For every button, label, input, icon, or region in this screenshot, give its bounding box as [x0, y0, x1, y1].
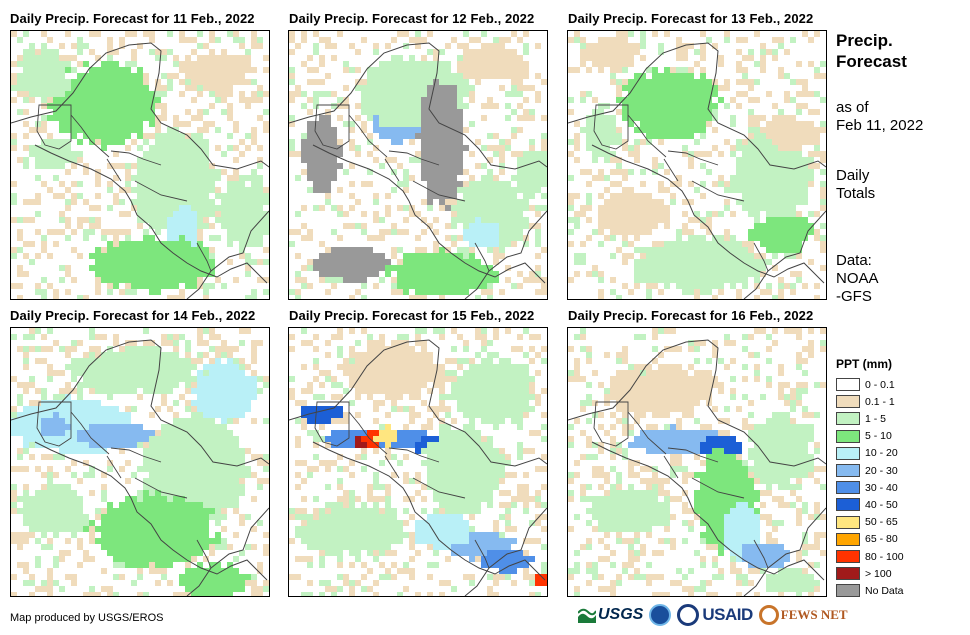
legend-label: 1 - 5 — [865, 412, 887, 425]
legend-swatch — [836, 550, 860, 563]
legend-item: No Data — [836, 583, 904, 598]
map-panel-4 — [10, 327, 270, 597]
map-panel-3 — [567, 30, 827, 300]
forecast-date: Feb 11, 2022 — [836, 117, 924, 134]
legend-label: 50 - 65 — [865, 516, 898, 529]
precip-map-graphic — [568, 31, 826, 299]
legend-swatch — [836, 464, 860, 477]
legend-label: No Data — [865, 584, 904, 597]
usaid-text: USAID — [702, 605, 753, 624]
legend-item: 30 - 40 — [836, 480, 898, 495]
coastline — [568, 42, 826, 299]
legend-item: > 100 — [836, 566, 892, 581]
precip-map-graphic — [11, 31, 269, 299]
panel-title-3: Daily Precip. Forecast for 13 Feb., 2022 — [568, 11, 814, 26]
legend-swatch — [836, 412, 860, 426]
coastline — [289, 339, 547, 596]
legend-swatch — [836, 481, 860, 495]
map-panel-1 — [10, 30, 270, 300]
legend-item: 0 - 0.1 — [836, 377, 895, 392]
map-panel-6 — [567, 327, 827, 597]
legend-item: 5 - 10 — [836, 429, 892, 444]
noaa-seal-icon — [649, 604, 672, 626]
usgs-logo: USGS — [578, 606, 643, 624]
legend-swatch — [836, 567, 860, 581]
daily-totals-label: Daily Totals — [836, 167, 876, 202]
country-borders — [314, 104, 490, 272]
country-borders — [314, 401, 490, 569]
credit-text: Map produced by USGS/EROS — [10, 612, 164, 624]
legend-swatch — [836, 378, 860, 391]
legend-swatch — [836, 446, 860, 460]
precip-map-graphic — [568, 328, 826, 596]
panel-title-2: Daily Precip. Forecast for 12 Feb., 2022 — [289, 11, 535, 26]
legend-item: 0.1 - 1 — [836, 394, 895, 409]
legend-item: 80 - 100 — [836, 549, 904, 564]
map-panel-2 — [288, 30, 548, 300]
legend-item: 10 - 20 — [836, 446, 898, 461]
legend-label: 40 - 50 — [865, 498, 898, 511]
legend-label: 20 - 30 — [865, 464, 898, 477]
legend-label: 80 - 100 — [865, 550, 904, 563]
panel-title-6: Daily Precip. Forecast for 16 Feb., 2022 — [568, 308, 814, 323]
legend-swatch — [836, 395, 860, 409]
agency-logos: USGS USAID FEWS NET — [578, 603, 848, 627]
usgs-text: USGS — [598, 606, 644, 623]
data-source: NOAA-GFS — [836, 270, 879, 305]
coastline — [568, 339, 826, 596]
legend-swatch — [836, 584, 860, 598]
legend-swatch — [836, 515, 860, 529]
legend-swatch — [836, 429, 860, 443]
coastline — [11, 42, 269, 299]
fews-seal-icon — [758, 605, 779, 625]
legend-item: 1 - 5 — [836, 411, 886, 426]
usgs-wave-icon — [578, 608, 596, 623]
country-borders — [36, 401, 212, 569]
legend-item: 40 - 50 — [836, 497, 898, 512]
country-borders — [593, 104, 769, 272]
panel-title-1: Daily Precip. Forecast for 11 Feb., 2022 — [10, 11, 255, 26]
legend-title: PPT (mm) — [836, 357, 893, 371]
sidebar-title: Precip. Forecast — [836, 31, 907, 71]
legend-item: 65 - 80 — [836, 532, 898, 547]
legend-label: 0.1 - 1 — [865, 395, 895, 408]
precip-map-graphic — [289, 328, 547, 596]
country-borders — [593, 401, 769, 569]
usaid-seal-icon — [677, 604, 700, 626]
data-label: Data: — [836, 252, 872, 269]
legend-swatch — [836, 532, 860, 546]
precip-map-graphic — [11, 328, 269, 596]
legend-swatch — [836, 498, 860, 512]
country-borders — [36, 104, 212, 272]
panel-title-5: Daily Precip. Forecast for 15 Feb., 2022 — [289, 308, 535, 323]
coastline — [11, 339, 269, 596]
precip-map-graphic — [289, 31, 547, 299]
legend-label: 30 - 40 — [865, 481, 898, 494]
as-of-label: as of — [836, 99, 869, 116]
legend-label: 10 - 20 — [865, 447, 898, 460]
legend-label: 0 - 0.1 — [865, 378, 895, 391]
panel-title-4: Daily Precip. Forecast for 14 Feb., 2022 — [10, 308, 256, 323]
legend-label: > 100 — [865, 567, 892, 580]
legend-item: 50 - 65 — [836, 515, 898, 530]
legend-label: 65 - 80 — [865, 533, 898, 546]
legend-item: 20 - 30 — [836, 463, 898, 478]
map-panel-5 — [288, 327, 548, 597]
fews-text: FEWS NET — [780, 607, 848, 622]
legend-label: 5 - 10 — [865, 430, 892, 443]
coastline — [289, 42, 547, 299]
